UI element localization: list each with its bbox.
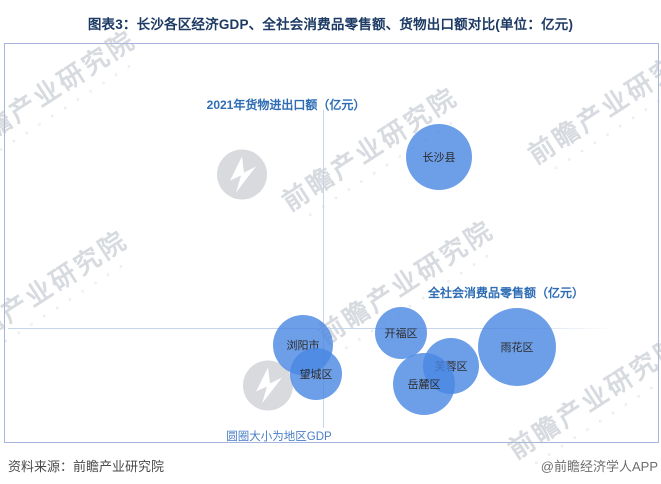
credit-text: @前瞻经济学人APP: [540, 459, 658, 474]
source-text: 资料来源：前瞻产业研究院: [8, 459, 165, 474]
bubble-label: 岳麓区: [407, 379, 441, 391]
bubble-岳麓区: 岳麓区: [393, 353, 455, 415]
bubble-雨花区: 雨花区: [478, 308, 556, 386]
bubble-size-note: 圆圈大小为地区GDP: [226, 431, 332, 443]
y-axis-label: 2021年货物进出口额（亿元）: [206, 98, 366, 112]
bubble-长沙县: 长沙县: [406, 124, 472, 190]
bubble-开福区: 开福区: [375, 307, 427, 359]
plot-area: [4, 43, 659, 443]
x-axis-label: 全社会消费品零售额（亿元）: [427, 286, 584, 300]
bubble-label: 望城区: [299, 369, 333, 381]
bubble-label: 开福区: [384, 328, 418, 340]
chart-title: 图表3：长沙各区经济GDP、全社会消费品零售额、货物出口额对比(单位：亿元): [87, 17, 574, 32]
y-axis-line: [323, 110, 324, 428]
bubble-望城区: 望城区: [290, 348, 342, 400]
bubble-label: 雨花区: [500, 342, 534, 354]
bubble-label: 长沙县: [422, 152, 456, 164]
